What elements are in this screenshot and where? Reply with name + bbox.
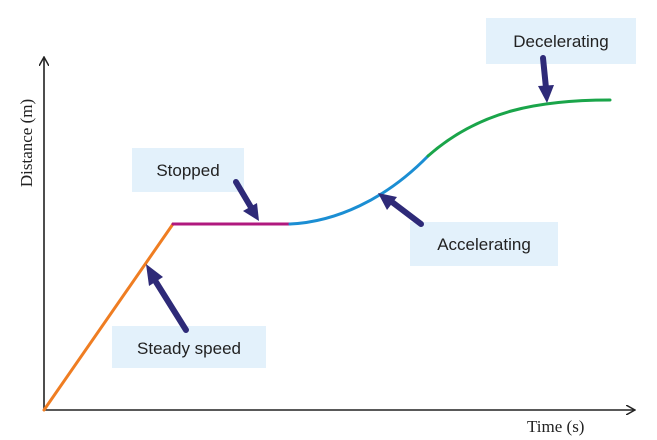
- decelerating-callout: Decelerating: [486, 18, 636, 64]
- stopped-label-box: [132, 148, 244, 192]
- accelerating-label-box: [410, 222, 558, 266]
- stopped-callout: Stopped: [132, 148, 244, 192]
- decelerating-pointer-arrow: [538, 55, 554, 103]
- accelerating-pointer-arrow: [378, 193, 424, 227]
- decelerating-segment: [426, 98, 612, 158]
- steady-speed-pointer-arrow: [146, 264, 189, 333]
- steady-speed-callout: Steady speed: [112, 326, 266, 368]
- accelerating-segment: [288, 154, 430, 226]
- stopped-pointer-arrow: [233, 179, 259, 221]
- x-axis-label: Time (s): [527, 417, 584, 436]
- steady-speed-segment: [42, 222, 175, 412]
- steady-speed-label: Steady speed: [137, 339, 241, 358]
- steady-speed-label-box: [112, 326, 266, 368]
- accelerating-label: Accelerating: [437, 235, 531, 254]
- decelerating-label-box: [486, 18, 636, 64]
- y-axis-label: Distance (m): [17, 99, 36, 187]
- decelerating-label: Decelerating: [513, 32, 608, 51]
- stopped-label: Stopped: [156, 161, 219, 180]
- accelerating-callout: Accelerating: [410, 222, 558, 266]
